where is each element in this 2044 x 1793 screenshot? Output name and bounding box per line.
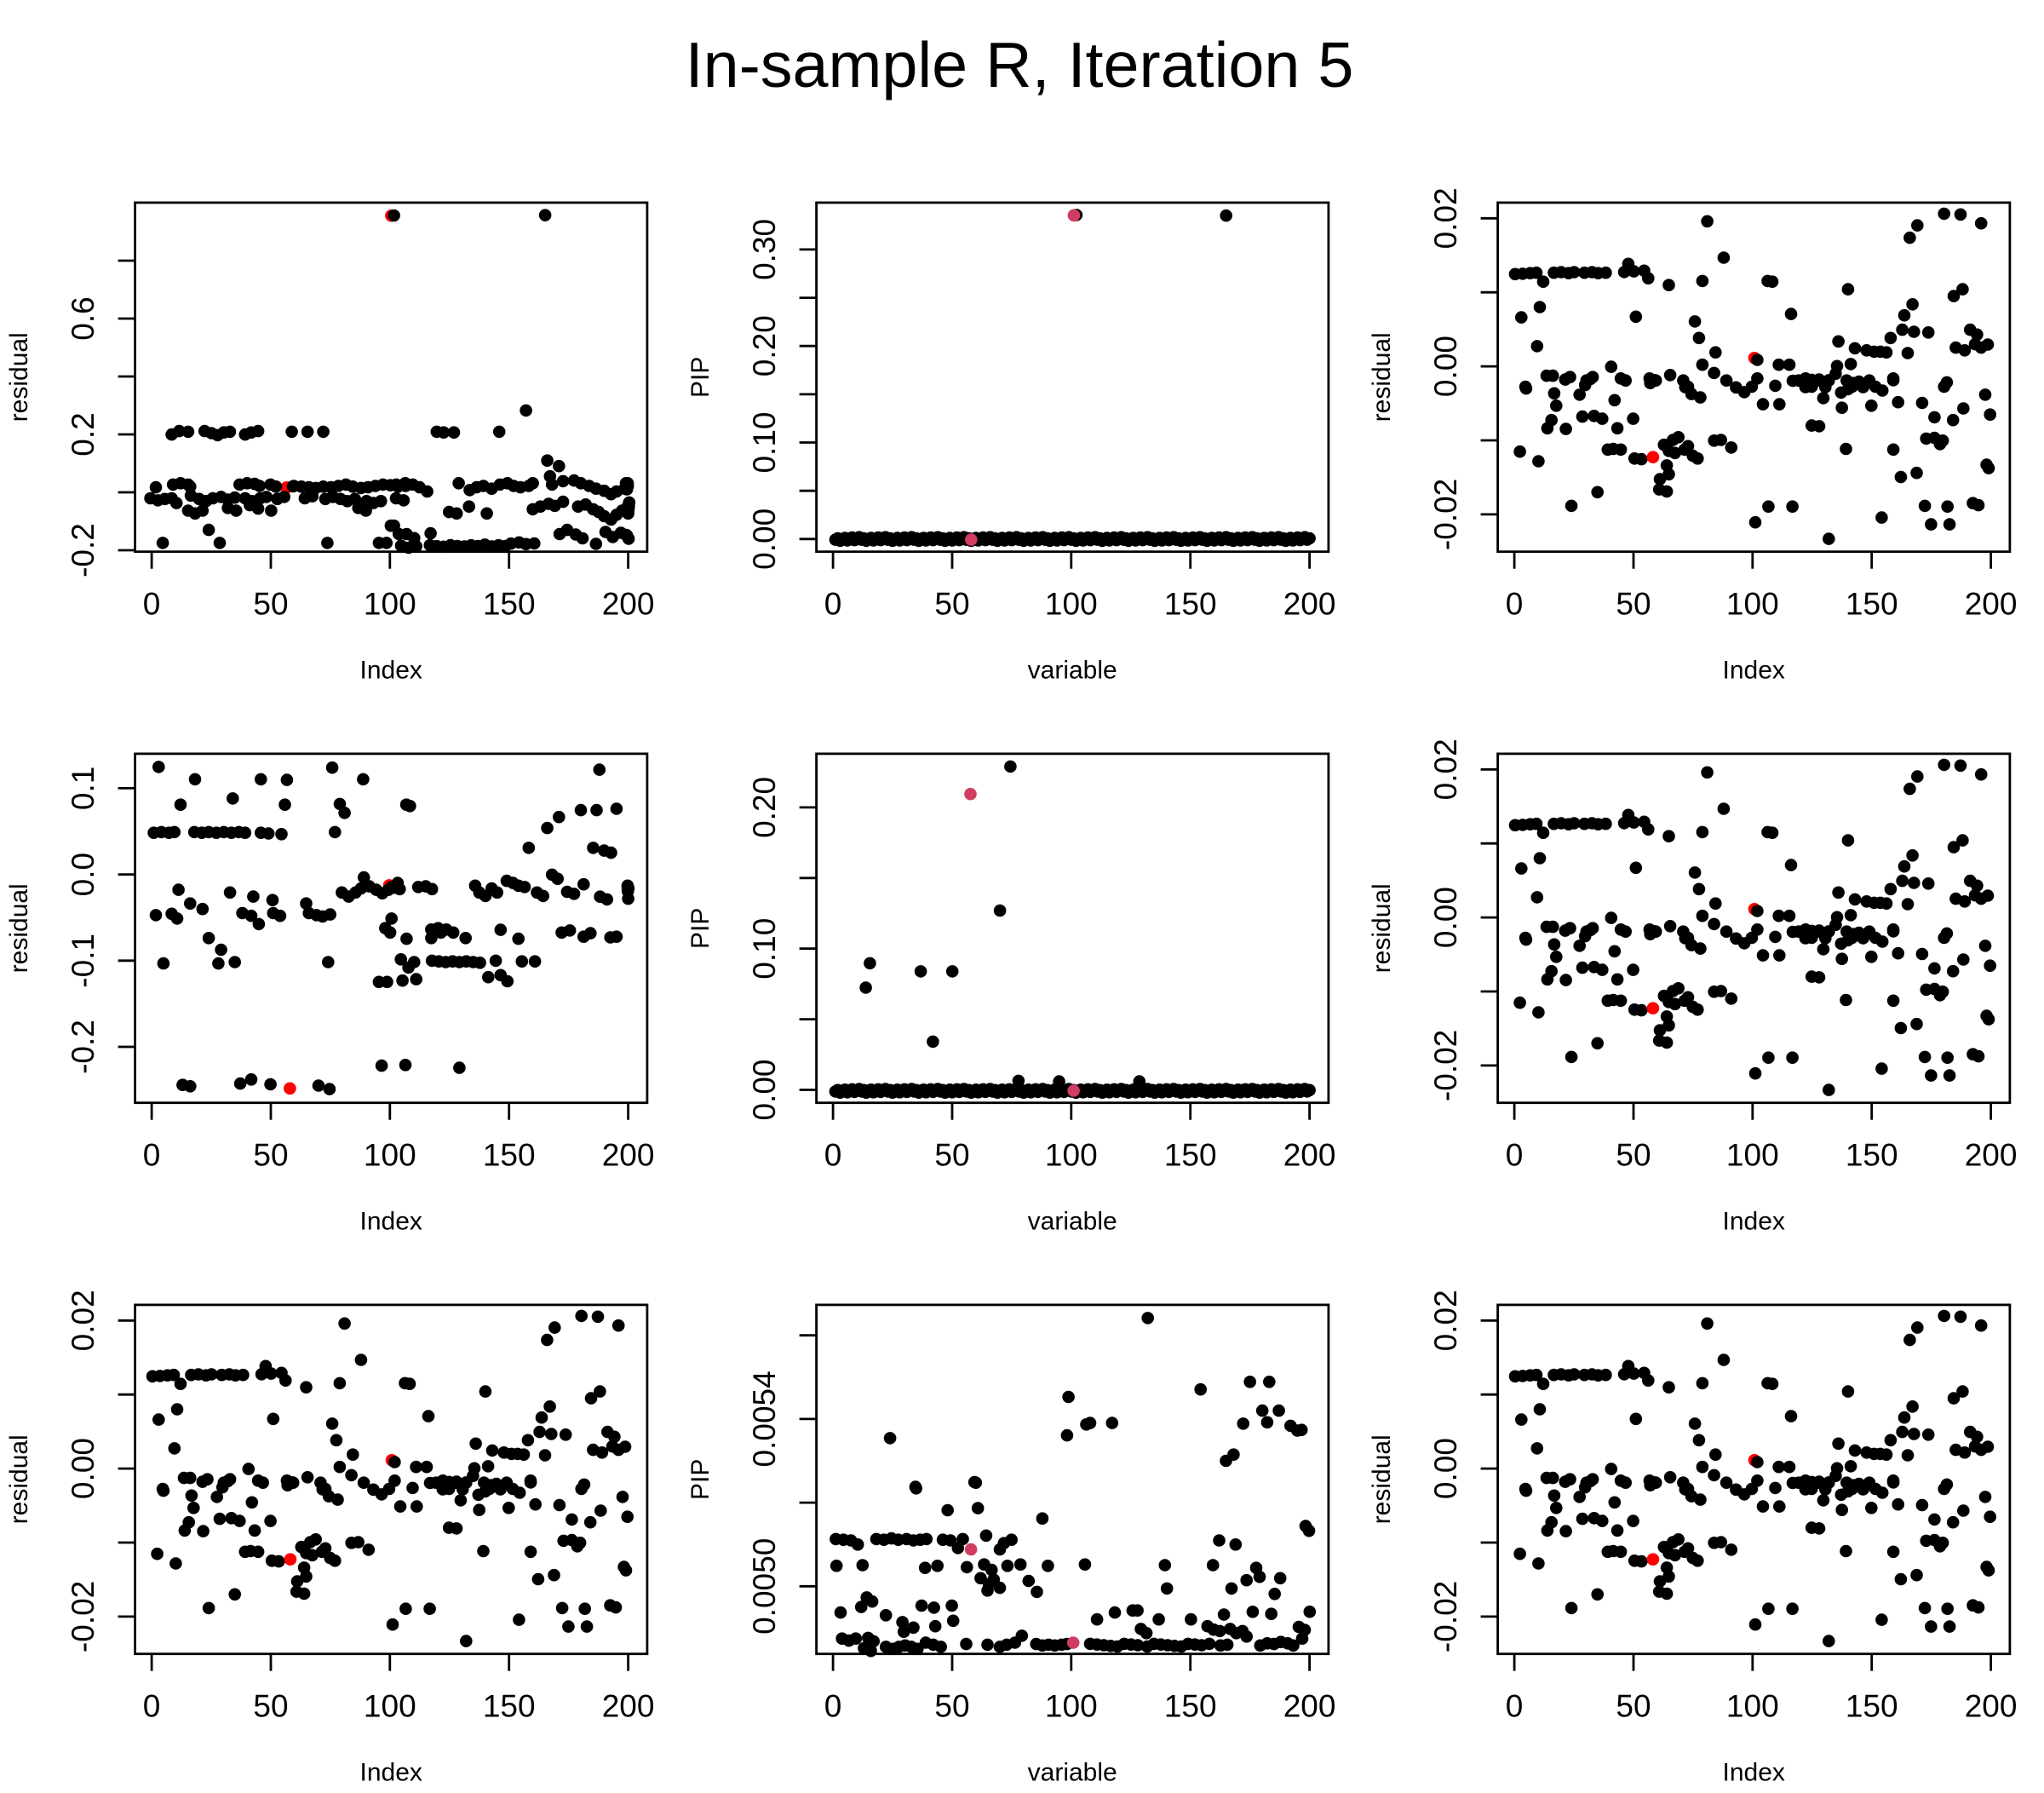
svg-text:200: 200 — [1283, 587, 1336, 622]
svg-text:50: 50 — [934, 1689, 969, 1724]
svg-text:0.1: 0.1 — [66, 767, 100, 810]
svg-text:0: 0 — [143, 1689, 161, 1724]
svg-text:-0.02: -0.02 — [66, 1581, 100, 1652]
svg-text:0: 0 — [143, 1138, 161, 1173]
svg-text:0.2: 0.2 — [66, 412, 100, 456]
svg-text:-0.1: -0.1 — [66, 934, 100, 988]
svg-text:0.00: 0.00 — [1428, 887, 1463, 948]
svg-text:variable: variable — [1028, 657, 1117, 685]
svg-text:150: 150 — [483, 1689, 536, 1724]
svg-text:residual: residual — [1368, 1434, 1396, 1524]
svg-text:0: 0 — [143, 587, 161, 622]
svg-text:0.00: 0.00 — [747, 1059, 782, 1120]
svg-text:100: 100 — [1045, 587, 1098, 622]
svg-text:50: 50 — [934, 1138, 969, 1173]
svg-text:0.0054: 0.0054 — [747, 1371, 782, 1467]
svg-text:0.20: 0.20 — [747, 315, 782, 376]
svg-text:200: 200 — [1283, 1138, 1336, 1173]
svg-text:residual: residual — [1368, 883, 1396, 973]
svg-text:PIP: PIP — [686, 908, 715, 949]
svg-text:150: 150 — [1846, 1138, 1898, 1173]
svg-text:0.00: 0.00 — [1428, 336, 1463, 397]
svg-text:0.0: 0.0 — [66, 853, 100, 896]
svg-text:50: 50 — [934, 587, 969, 622]
svg-text:-0.02: -0.02 — [1428, 479, 1463, 550]
svg-text:residual: residual — [5, 883, 33, 973]
svg-text:50: 50 — [253, 1689, 288, 1724]
svg-text:Index: Index — [360, 657, 422, 685]
svg-text:0.02: 0.02 — [1428, 738, 1463, 800]
svg-text:residual: residual — [5, 1434, 33, 1524]
svg-text:200: 200 — [1283, 1689, 1336, 1724]
svg-text:0: 0 — [1506, 587, 1524, 622]
svg-text:100: 100 — [1045, 1138, 1098, 1173]
svg-text:Index: Index — [360, 1208, 422, 1236]
svg-text:150: 150 — [483, 1138, 536, 1173]
svg-text:-0.02: -0.02 — [1428, 1030, 1463, 1101]
svg-text:variable: variable — [1028, 1759, 1117, 1787]
svg-text:0: 0 — [1506, 1689, 1524, 1724]
svg-text:200: 200 — [602, 587, 655, 622]
svg-text:0.10: 0.10 — [747, 411, 782, 473]
svg-text:Index: Index — [1723, 1208, 1785, 1236]
svg-text:100: 100 — [1726, 1138, 1779, 1173]
svg-text:50: 50 — [1616, 587, 1651, 622]
svg-text:residual: residual — [5, 332, 33, 422]
svg-text:150: 150 — [1846, 587, 1898, 622]
svg-text:In-sample R, Iteration 5: In-sample R, Iteration 5 — [686, 29, 1354, 101]
svg-text:100: 100 — [1045, 1689, 1098, 1724]
svg-text:Index: Index — [360, 1759, 422, 1787]
svg-text:150: 150 — [1164, 587, 1217, 622]
svg-text:PIP: PIP — [686, 357, 715, 398]
svg-text:-0.2: -0.2 — [66, 523, 100, 578]
svg-text:100: 100 — [364, 1689, 416, 1724]
svg-text:200: 200 — [1965, 1689, 2018, 1724]
svg-text:0.00: 0.00 — [66, 1438, 100, 1499]
svg-text:0: 0 — [824, 587, 842, 622]
svg-text:100: 100 — [364, 1138, 416, 1173]
svg-text:0.10: 0.10 — [747, 918, 782, 980]
svg-text:Index: Index — [1723, 657, 1785, 685]
svg-text:0.02: 0.02 — [1428, 1290, 1463, 1351]
svg-text:0.0050: 0.0050 — [747, 1538, 782, 1635]
svg-text:50: 50 — [1616, 1138, 1651, 1173]
svg-text:200: 200 — [602, 1689, 655, 1724]
svg-text:0: 0 — [824, 1138, 842, 1173]
svg-text:0: 0 — [1506, 1138, 1524, 1173]
svg-text:0: 0 — [824, 1689, 842, 1724]
svg-text:100: 100 — [364, 587, 416, 622]
svg-text:50: 50 — [253, 587, 288, 622]
svg-text:PIP: PIP — [686, 1459, 715, 1500]
svg-text:150: 150 — [1846, 1689, 1898, 1724]
svg-text:-0.02: -0.02 — [1428, 1581, 1463, 1652]
svg-text:150: 150 — [483, 587, 536, 622]
svg-text:200: 200 — [1965, 1138, 2018, 1173]
svg-text:150: 150 — [1164, 1138, 1217, 1173]
svg-text:residual: residual — [1368, 332, 1396, 422]
svg-text:variable: variable — [1028, 1208, 1117, 1236]
svg-text:0.00: 0.00 — [747, 509, 782, 570]
svg-text:0.02: 0.02 — [1428, 187, 1463, 249]
svg-text:200: 200 — [1965, 587, 2018, 622]
svg-text:0.6: 0.6 — [66, 296, 100, 340]
svg-text:0.20: 0.20 — [747, 777, 782, 838]
svg-text:0.02: 0.02 — [66, 1290, 100, 1351]
svg-text:100: 100 — [1726, 1689, 1779, 1724]
svg-text:100: 100 — [1726, 587, 1779, 622]
svg-text:50: 50 — [253, 1138, 288, 1173]
svg-text:Index: Index — [1723, 1759, 1785, 1787]
svg-text:0.30: 0.30 — [747, 219, 782, 280]
svg-text:200: 200 — [602, 1138, 655, 1173]
svg-text:-0.2: -0.2 — [66, 1020, 100, 1074]
svg-text:0.00: 0.00 — [1428, 1438, 1463, 1499]
svg-text:50: 50 — [1616, 1689, 1651, 1724]
svg-text:150: 150 — [1164, 1689, 1217, 1724]
